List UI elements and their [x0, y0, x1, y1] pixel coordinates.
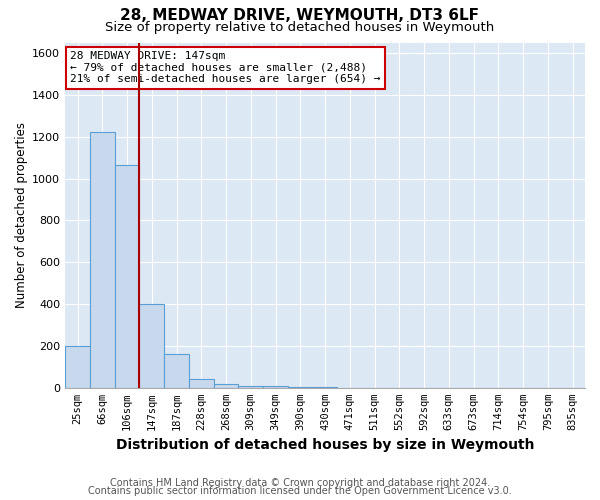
Bar [288, 386, 313, 388]
Bar [164, 354, 189, 388]
Text: 28 MEDWAY DRIVE: 147sqm
← 79% of detached houses are smaller (2,488)
21% of semi: 28 MEDWAY DRIVE: 147sqm ← 79% of detache… [70, 51, 381, 84]
Bar [238, 386, 263, 388]
Text: Contains public sector information licensed under the Open Government Licence v3: Contains public sector information licen… [88, 486, 512, 496]
Y-axis label: Number of detached properties: Number of detached properties [15, 122, 28, 308]
Bar [313, 387, 337, 388]
Bar [65, 346, 90, 388]
Bar [90, 132, 115, 388]
Bar [263, 386, 288, 388]
Text: Contains HM Land Registry data © Crown copyright and database right 2024.: Contains HM Land Registry data © Crown c… [110, 478, 490, 488]
Bar [115, 165, 139, 388]
X-axis label: Distribution of detached houses by size in Weymouth: Distribution of detached houses by size … [116, 438, 535, 452]
Bar [214, 384, 238, 388]
Text: Size of property relative to detached houses in Weymouth: Size of property relative to detached ho… [106, 21, 494, 34]
Bar [189, 380, 214, 388]
Bar [139, 304, 164, 388]
Text: 28, MEDWAY DRIVE, WEYMOUTH, DT3 6LF: 28, MEDWAY DRIVE, WEYMOUTH, DT3 6LF [121, 8, 479, 22]
